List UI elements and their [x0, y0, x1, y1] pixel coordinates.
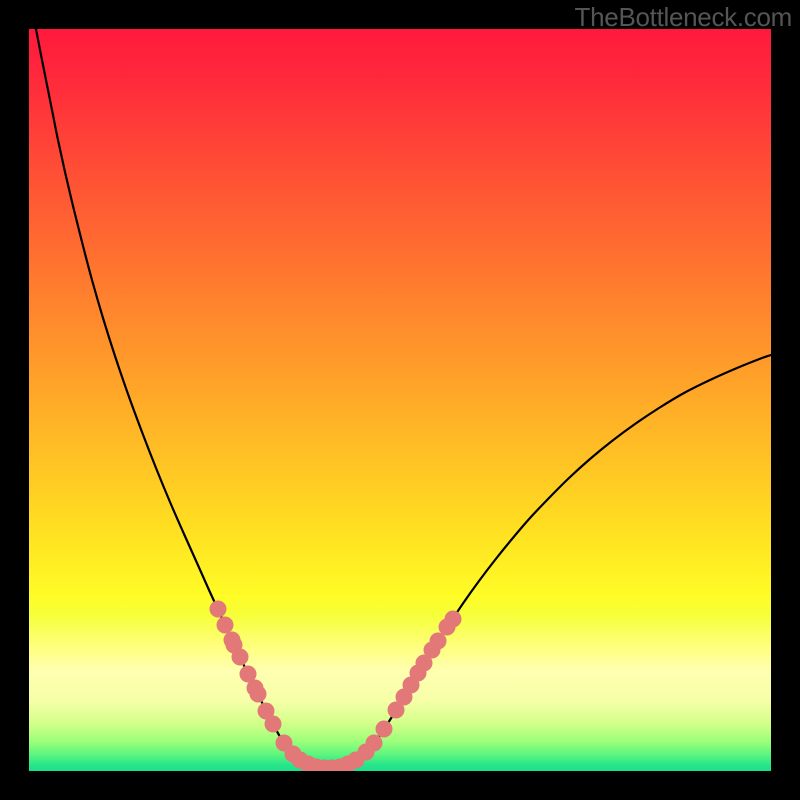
data-marker — [265, 716, 282, 733]
watermark-text: TheBottleneck.com — [575, 2, 792, 33]
chart-background — [29, 29, 771, 771]
data-marker — [250, 686, 267, 703]
data-marker — [366, 735, 383, 752]
data-marker — [210, 601, 227, 618]
data-marker — [445, 611, 462, 628]
data-marker — [232, 649, 249, 666]
data-marker — [376, 721, 393, 738]
chart-plot-area — [29, 29, 771, 771]
chart-svg — [29, 29, 771, 771]
data-marker — [217, 617, 234, 634]
data-marker — [430, 633, 447, 650]
